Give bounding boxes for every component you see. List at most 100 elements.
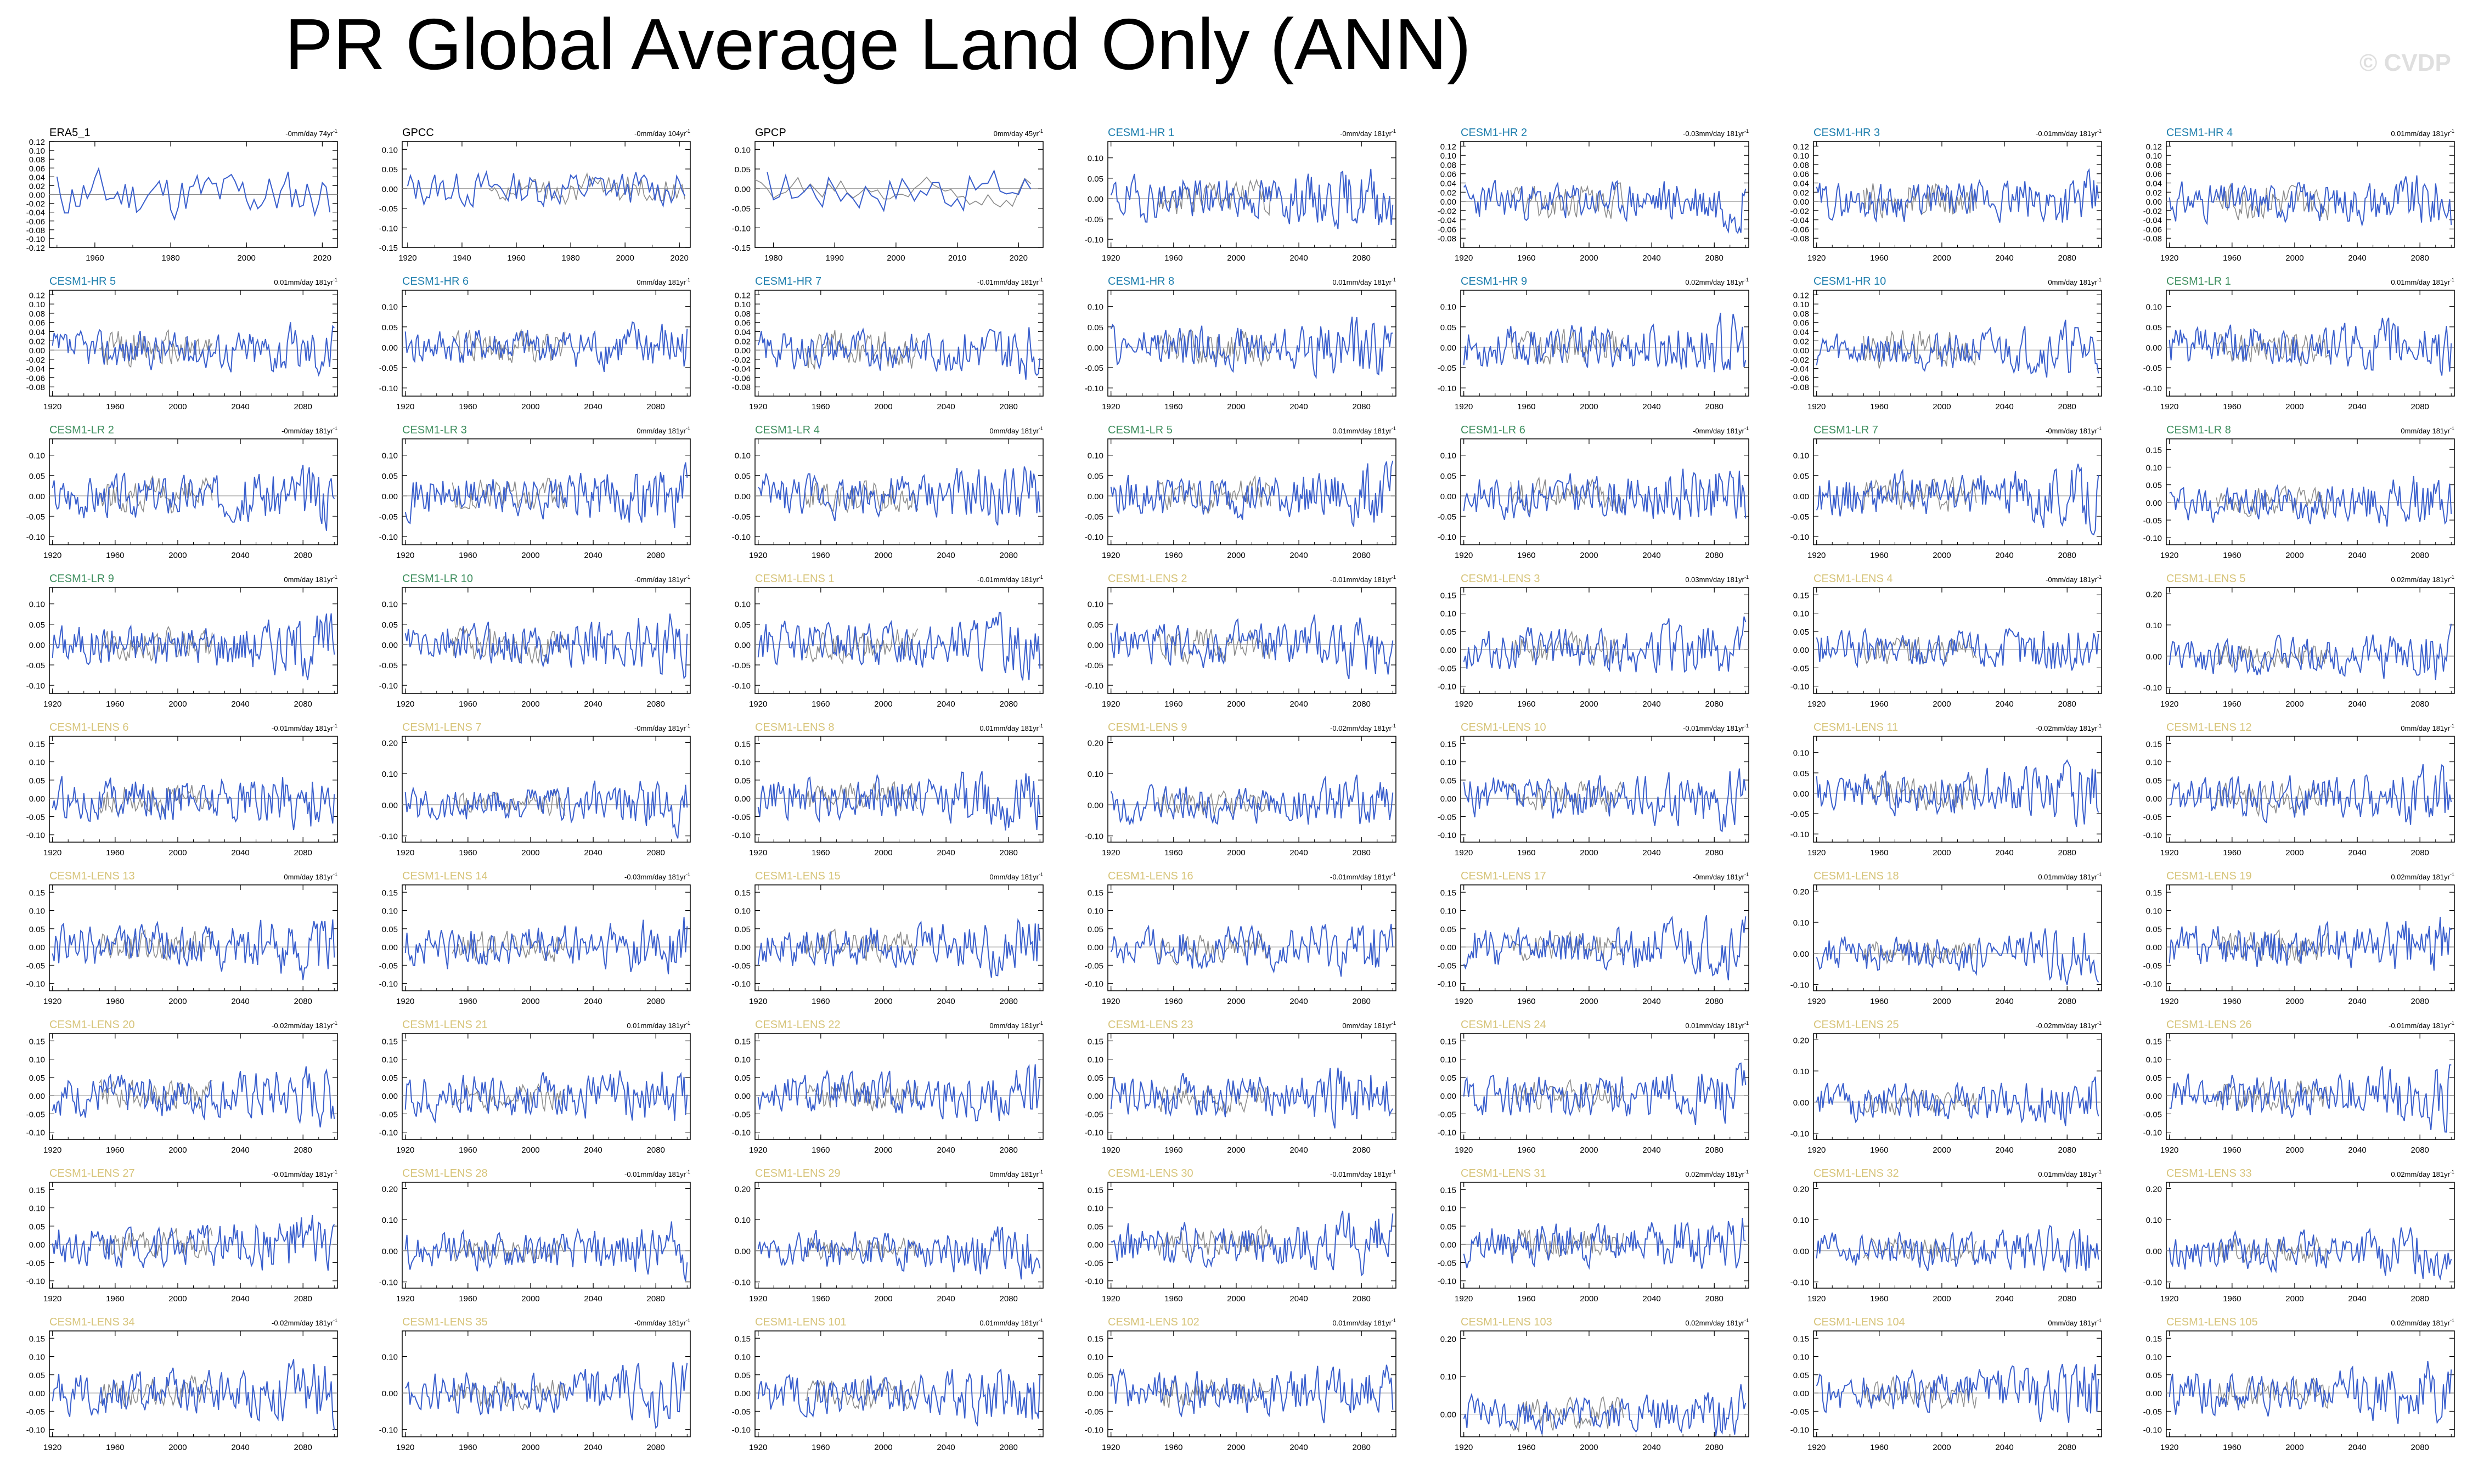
y-tick-label: 0.00 [2146,794,2162,804]
panel-cesm1-hr-1: CESM1-HR 1 -0mm/day 181yr-1 -0.10 -0.05 0.00… [1085,127,1396,263]
x-tick-label: 2000 [1227,1294,1245,1304]
x-tick-label: 2080 [647,402,665,411]
x-tick-label: 1990 [826,253,844,263]
x-tick-label: 2000 [1580,1146,1598,1155]
y-tick-label: 0.00 [1440,794,1456,804]
y-tick-label: -0.10 [2143,831,2162,840]
panel-trend: -0.01mm/day 181yr-1 [272,1169,337,1178]
panel-trend: 0mm/day 181yr-1 [637,426,690,435]
y-tick-label: 0.10 [1088,452,1103,461]
y-tick-label: -0.15 [379,244,398,253]
y-tick-label: -0.10 [379,384,398,393]
panel-title: CESM1-HR 8 [1108,275,1174,287]
y-tick-label: -0.05 [1085,1110,1103,1119]
x-tick-label: 2040 [1289,402,1308,411]
panel-trend: -0.02mm/day 181yr-1 [272,1318,337,1327]
x-tick-label: 2040 [584,997,602,1006]
x-tick-label: 1960 [812,997,830,1006]
x-tick-label: 2000 [1227,551,1245,560]
x-tick-label: 1920 [1807,848,1826,857]
y-tick-label: -0.10 [379,224,398,233]
panel-title: CESM1-LENS 6 [49,721,129,733]
panel-title: CESM1-LENS 26 [2166,1019,2252,1031]
y-tick-label: 0.05 [382,925,398,934]
x-tick-label: 2080 [647,848,665,857]
y-tick-label: -0.10 [26,235,45,244]
y-tick-label: -0.05 [1790,664,1809,673]
y-tick-label: 0.10 [1440,610,1456,619]
series-line [404,321,688,373]
obs-series-line [99,329,213,368]
panel-trend: 0.01mm/day 181yr-1 [2038,1169,2102,1178]
panel-title: CESM1-HR 3 [1813,127,1880,139]
x-tick-label: 1920 [396,848,414,857]
panel-trend: -0.03mm/day 181yr-1 [624,872,690,881]
y-tick-label: -0.05 [2143,812,2162,822]
y-tick-label: 0.15 [735,740,751,749]
y-tick-label: -0.10 [732,1426,751,1435]
panel-trend: -0.02mm/day 181yr-1 [1330,723,1396,732]
y-tick-label: 0.08 [29,155,45,165]
x-tick-label: 1920 [396,997,414,1006]
y-tick-label: 0.15 [382,1037,398,1046]
x-tick-label: 1920 [1102,848,1120,857]
y-tick-label: -0.10 [732,1278,751,1288]
y-tick-label: 0.05 [382,165,398,174]
panel-trend: -0mm/day 181yr-1 [634,574,690,584]
y-tick-label: 0.10 [29,600,45,610]
x-tick-label: 1960 [459,1294,477,1304]
series-line [757,612,1041,681]
obs-series-line [804,1378,919,1410]
x-tick-label: 1960 [106,1146,124,1155]
y-tick-label: 0.04 [735,328,751,337]
panel-cesm1-lens-1: CESM1-LENS 1 -0.01mm/day 181yr-1 -0.10 -0.0… [732,573,1044,709]
x-tick-label: 2080 [2058,699,2076,709]
panel-cesm1-hr-10: CESM1-HR 10 0mm/day 181yr-1-0.08-0.06-0.0… [1790,275,2102,411]
y-tick-label: 0.10 [382,1216,398,1225]
x-tick-label: 2040 [584,1294,602,1304]
x-tick-label: 2000 [521,1443,539,1452]
panel-cesm1-lens-23: CESM1-LENS 23 0mm/day 181yr-1 -0.10 -0.05 0.… [1085,1019,1396,1155]
y-tick-label: 0.10 [382,907,398,916]
x-tick-label: 1960 [459,848,477,857]
series-line [1463,469,1747,520]
x-tick-label: 2080 [647,997,665,1006]
series-line [52,776,335,831]
panel-cesm1-lens-104: CESM1-LENS 104 0mm/day 181yr-1 -0.10 -0.05 0… [1790,1316,2102,1452]
y-tick-label: 0.00 [1440,1240,1456,1250]
x-tick-label: 2080 [1705,402,1723,411]
x-tick-label: 2040 [1289,1146,1308,1155]
y-tick-label: 0.06 [29,164,45,173]
y-tick-label: 0.10 [1088,600,1103,610]
x-tick-label: 2080 [1353,699,1371,709]
y-tick-label: -0.05 [1085,1407,1103,1417]
panel-frame [402,141,691,248]
series-line [767,169,1032,212]
panel-title: CESM1-LENS 103 [1461,1316,1552,1328]
x-tick-label: 2000 [2285,1146,2303,1155]
panel-title: CESM1-LENS 12 [2166,721,2252,733]
y-tick-label: -0.10 [1438,1128,1456,1138]
y-tick-label: -0.08 [732,383,751,392]
y-tick-label: 0.20 [1793,887,1809,896]
panel-cesm1-lens-103: CESM1-LENS 103 0.02mm/day 181yr-1 0.00 0.10… [1440,1316,1749,1452]
panel-trend: 0.01mm/day 181yr-1 [1332,1318,1396,1327]
x-tick-label: 2000 [168,1146,187,1155]
x-tick-label: 1920 [43,848,61,857]
y-tick-label: 0.10 [1793,151,1809,161]
y-tick-label: -0.05 [732,205,751,214]
x-tick-label: 1920 [43,997,61,1006]
y-tick-label: -0.10 [2143,980,2162,989]
y-tick-label: -0.10 [379,533,398,542]
panel-title: CESM1-LENS 20 [49,1019,135,1031]
y-tick-label: 0.05 [382,620,398,630]
x-tick-label: 2040 [1289,1294,1308,1304]
y-tick-label: -0.05 [379,961,398,970]
x-tick-label: 1980 [161,253,179,263]
obs-series-line [1157,1225,1271,1259]
y-tick-label: 0.10 [1440,758,1456,768]
y-tick-label: -0.05 [379,364,398,373]
y-tick-label: 0.00 [1440,343,1456,353]
x-tick-label: 2040 [231,551,249,560]
series-line [1816,1225,2099,1273]
